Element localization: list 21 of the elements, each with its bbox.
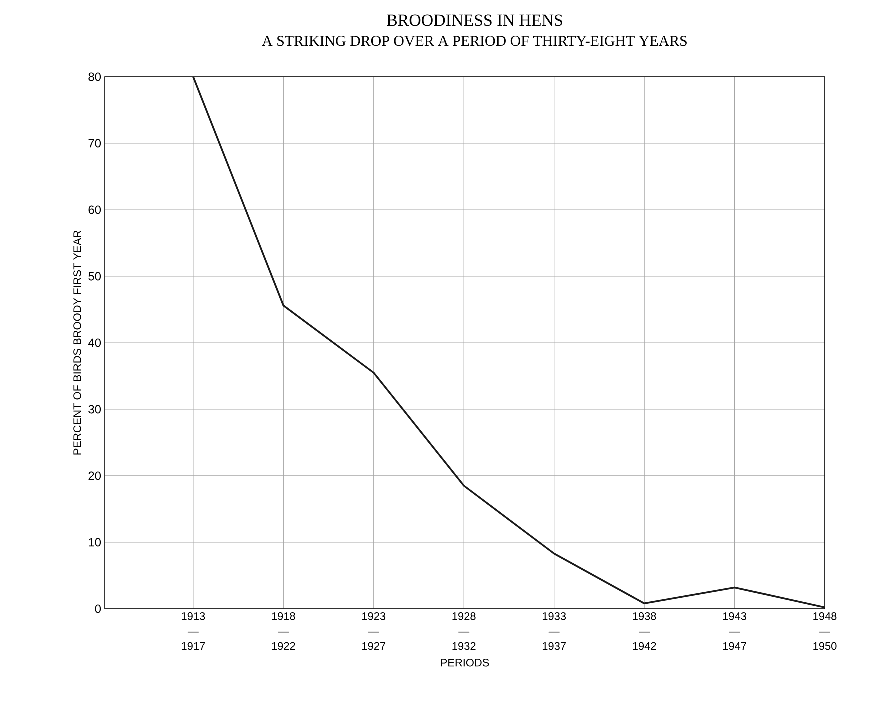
y-tick-label: 20 — [88, 472, 102, 480]
x-tick-label: 1918 — 1922 — [272, 612, 296, 650]
x-axis-title: PERIODS — [441, 659, 490, 667]
x-tick-label: 1938 — 1942 — [633, 612, 656, 650]
x-tick-label: 1943 — 1947 — [723, 612, 746, 650]
x-tick-label: 1948 — 1950 — [814, 612, 837, 650]
chart-subtitle: A STRIKING DROP OVER A PERIOD OF THIRTY-EIGHT YEARS — [262, 36, 687, 46]
y-tick-label: 40 — [88, 338, 102, 348]
y-tick-label: 50 — [88, 272, 102, 281]
x-tick-label: 1933 — 1937 — [542, 612, 566, 650]
y-tick-label: 60 — [88, 206, 102, 214]
y-tick-label: 30 — [88, 405, 102, 414]
y-tick-label: 70 — [88, 139, 102, 148]
x-tick-label: 1913 — 1917 — [182, 612, 206, 650]
y-tick-label: 10 — [89, 538, 102, 547]
y-tick-label: 0 — [95, 604, 102, 614]
y-axis-title: PERCENT OF BIRDS BROODY FIRST YEAR — [74, 230, 82, 455]
x-tick-label: 1928 — 1932 — [452, 612, 476, 650]
y-tick-label: 80 — [88, 72, 102, 82]
x-tick-label: 1923 — 1927 — [362, 612, 386, 650]
chart-title: BROODINESS IN HENS — [387, 14, 562, 26]
